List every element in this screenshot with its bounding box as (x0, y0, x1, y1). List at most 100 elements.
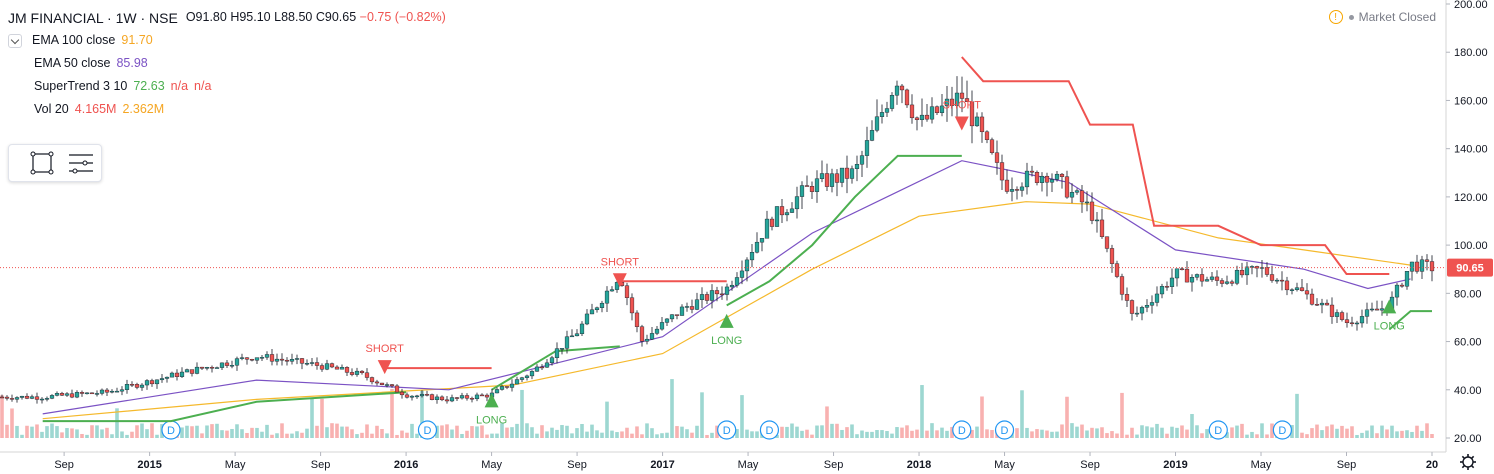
candle-body (894, 85, 900, 96)
chevron-down-icon[interactable] (8, 33, 22, 48)
volume-bar (675, 426, 679, 438)
candle-body (44, 398, 50, 400)
candle-body (1284, 280, 1290, 291)
candle-body (279, 358, 285, 361)
volume-bar (245, 432, 249, 438)
candle-body (1294, 287, 1300, 290)
volume-bar (460, 433, 464, 438)
dividend-marker-icon[interactable] (1208, 420, 1228, 440)
volume-bar (555, 429, 559, 438)
volume-bar (540, 425, 544, 438)
volume-bar (895, 427, 899, 438)
volume-bar (25, 425, 29, 438)
dividend-marker-icon[interactable] (417, 420, 438, 440)
volume-bar (140, 423, 144, 438)
candle-body (609, 289, 615, 292)
legend-ema100-row[interactable]: EMA 100 close 91.70 (8, 29, 446, 52)
volume-bar (575, 428, 579, 438)
volume-bar (390, 388, 394, 438)
candle-body (374, 381, 380, 384)
price-tick-label: 140.00 (1454, 144, 1488, 156)
legend-supertrend-row[interactable]: SuperTrend 3 10 72.63 n/a n/a (34, 75, 446, 98)
supertrend-na-1: n/a (170, 79, 189, 94)
volume-bar (790, 423, 794, 438)
volume-bar (1330, 424, 1334, 438)
volume-bar (455, 425, 459, 438)
candle-body (524, 375, 530, 378)
candle-body (669, 314, 675, 320)
volume-bar (1065, 396, 1069, 438)
volume-bar (0, 395, 4, 438)
horizontal-lines-icon[interactable] (67, 151, 93, 175)
candle-body (1214, 276, 1220, 281)
dividend-marker-icon[interactable] (994, 420, 1015, 440)
candle-body (244, 357, 250, 360)
candle-body (634, 312, 640, 327)
gear-icon[interactable] (1460, 454, 1476, 470)
candle-body (644, 338, 650, 342)
volume-bar (495, 433, 499, 438)
rectangle-tool-icon[interactable] (29, 151, 55, 175)
volume-bar (680, 426, 684, 438)
volume-bar (1040, 429, 1044, 438)
ema50-value: 85.98 (116, 56, 148, 71)
candle-body (1144, 305, 1150, 308)
dividend-marker-icon[interactable] (759, 420, 780, 440)
volume-bar (1260, 423, 1264, 438)
candle-body (1174, 268, 1180, 279)
volume-bar (1140, 425, 1144, 438)
long-signal-label: LONG (711, 335, 742, 347)
dividend-marker-icon[interactable] (952, 420, 972, 440)
candle-body (809, 186, 815, 192)
warning-icon[interactable]: ! (1328, 10, 1343, 24)
candle-body (34, 396, 40, 400)
symbol-title[interactable]: JM FINANCIAL · 1W · NSE (8, 9, 178, 26)
legend-ema50-row[interactable]: EMA 50 close 85.98 (34, 52, 446, 75)
price-tick-label: 180.00 (1454, 47, 1488, 59)
volume-bar (820, 425, 824, 438)
candle-body (1089, 201, 1095, 221)
legend-volume-row[interactable]: Vol 20 4.165M 2.362M (34, 98, 446, 121)
drawing-toolbox[interactable] (8, 144, 102, 182)
candle-body (19, 395, 25, 398)
supertrend-na-2: n/a (194, 79, 212, 94)
candle-body (1034, 171, 1040, 183)
volume-bar (930, 423, 934, 438)
dividend-marker-icon[interactable] (1272, 420, 1292, 440)
candle-body (1409, 261, 1415, 272)
volume-bar (195, 425, 199, 438)
time-tick-label: 2016 (394, 459, 418, 471)
candle-body (519, 377, 525, 380)
volume-bar (270, 434, 274, 438)
candle-body (594, 307, 600, 311)
candle-body (1179, 268, 1185, 271)
volume-bar (1195, 425, 1199, 438)
candle-body (9, 398, 15, 400)
market-status-text: Market Closed (1358, 10, 1436, 24)
volume-bar (1170, 426, 1174, 438)
candle-body (1299, 287, 1305, 291)
dividend-marker-icon[interactable] (717, 420, 737, 440)
candle-body (354, 370, 360, 375)
candle-body (959, 92, 965, 99)
candle-body (414, 395, 420, 398)
candle-body (1184, 268, 1190, 283)
volume-bar (685, 429, 689, 438)
candle-body (1119, 276, 1125, 295)
candle-body (169, 372, 175, 378)
volume-bar (385, 433, 389, 438)
volume-bar (620, 431, 624, 438)
candle-body (869, 130, 875, 141)
volume-bar (590, 424, 594, 438)
volume-bar (1075, 426, 1079, 438)
candle-body (919, 114, 925, 120)
volume-bar (1410, 431, 1414, 438)
candle-body (1164, 286, 1170, 288)
candle-body (1224, 281, 1230, 284)
candle-body (1274, 279, 1280, 282)
volume-bar (1305, 434, 1309, 438)
volume-bar (300, 432, 304, 438)
volume-bar (755, 431, 759, 438)
